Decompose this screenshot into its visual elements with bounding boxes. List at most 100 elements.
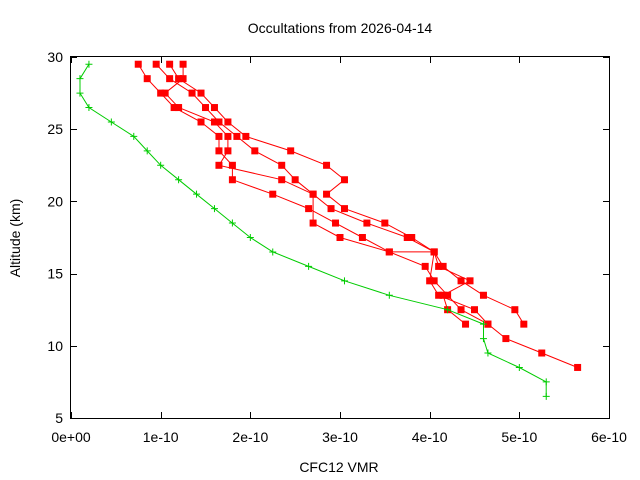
x-tick-label: 5e-10 — [501, 429, 537, 445]
data-point — [340, 176, 348, 184]
data-point — [152, 60, 160, 68]
data-point — [134, 60, 142, 68]
data-point — [85, 104, 93, 112]
data-point — [210, 118, 218, 126]
data-point — [542, 378, 550, 386]
data-point — [175, 75, 183, 83]
data-point — [444, 291, 452, 299]
data-point — [323, 190, 331, 198]
data-point — [421, 262, 429, 270]
series-2 — [152, 60, 528, 328]
data-point — [157, 161, 165, 169]
data-point — [332, 219, 340, 227]
data-point — [157, 89, 165, 97]
x-tick-label: 1e-10 — [143, 429, 179, 445]
series-5 — [76, 60, 550, 400]
data-point — [228, 176, 236, 184]
data-point — [215, 118, 223, 126]
y-tick-label: 15 — [47, 266, 63, 282]
data-point — [215, 161, 223, 169]
series-1 — [134, 60, 582, 371]
chart-title: Occultations from 2026-04-14 — [248, 20, 433, 36]
data-point — [76, 75, 84, 83]
series-3 — [166, 60, 474, 328]
data-point — [188, 89, 196, 97]
data-point — [309, 190, 317, 198]
data-point — [435, 291, 443, 299]
plot-frame — [70, 56, 610, 419]
data-point — [430, 248, 438, 256]
data-point — [210, 104, 218, 112]
data-point — [309, 219, 317, 227]
data-point — [502, 335, 510, 343]
x-axis-label: CFC12 VMR — [299, 459, 378, 475]
data-point — [515, 363, 523, 371]
data-point — [305, 262, 313, 270]
y-tick-label: 5 — [55, 410, 63, 426]
data-point — [233, 132, 241, 140]
data-point — [439, 291, 447, 299]
data-point — [340, 277, 348, 285]
data-point — [484, 349, 492, 357]
data-point — [175, 104, 183, 112]
data-point — [166, 60, 174, 68]
data-point — [426, 277, 434, 285]
x-tick-label: 3e-10 — [322, 429, 358, 445]
data-point — [269, 190, 277, 198]
data-point — [224, 118, 232, 126]
data-point — [161, 89, 169, 97]
data-point — [242, 132, 250, 140]
data-point — [323, 161, 331, 169]
data-point — [76, 89, 84, 97]
data-point — [479, 335, 487, 343]
data-point — [327, 205, 335, 213]
data-point — [511, 306, 519, 314]
data-point — [520, 320, 528, 328]
y-tick-label: 20 — [47, 193, 63, 209]
x-tick-label: 2e-10 — [232, 429, 268, 445]
data-point — [278, 176, 286, 184]
data-point — [175, 176, 183, 184]
data-point — [107, 118, 115, 126]
data-point — [385, 291, 393, 299]
data-point — [471, 306, 478, 314]
y-tick-label: 30 — [47, 49, 63, 65]
data-point — [439, 262, 447, 270]
data-point — [462, 320, 470, 328]
data-point — [202, 104, 209, 112]
data-point — [479, 291, 487, 299]
data-point — [228, 219, 236, 227]
series-line — [137, 63, 578, 368]
data-point — [444, 306, 452, 314]
y-tick-label: 10 — [47, 338, 63, 354]
data-point — [479, 320, 487, 328]
data-point — [381, 219, 389, 227]
axes: 0e+00 1e-10 2e-10 3e-10 4e-10 5e-10 6e-10 5 10 15… — [47, 49, 627, 445]
data-point — [197, 118, 205, 126]
series-line — [79, 63, 547, 397]
data-point — [484, 320, 492, 328]
data-point — [246, 234, 254, 241]
data-point — [215, 132, 223, 140]
data-point — [224, 132, 232, 140]
data-point — [363, 219, 371, 227]
x-tick-label: 0e+00 — [51, 429, 91, 445]
data-point — [305, 205, 313, 213]
data-point — [130, 132, 138, 140]
data-point — [170, 104, 178, 112]
data-point — [403, 234, 411, 241]
y-axis-label: Altitude (km) — [7, 199, 23, 278]
y-tick-label: 25 — [47, 121, 63, 137]
data-point — [197, 89, 205, 97]
data-point — [358, 234, 366, 241]
data-point — [340, 205, 348, 213]
data-point — [224, 147, 232, 155]
data-point — [466, 277, 474, 285]
data-point — [435, 262, 443, 270]
data-point — [193, 190, 201, 198]
data-point — [251, 147, 259, 155]
data-point — [85, 60, 93, 68]
data-point — [291, 176, 299, 184]
data-point — [287, 147, 295, 155]
